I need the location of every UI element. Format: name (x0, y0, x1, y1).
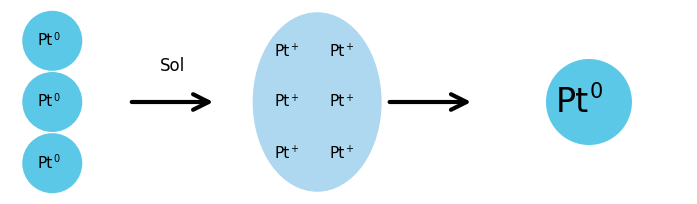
Text: +: + (290, 42, 298, 52)
Ellipse shape (252, 12, 382, 192)
Text: Pt: Pt (330, 94, 345, 110)
Text: Pt: Pt (37, 156, 52, 171)
Text: Pt: Pt (37, 94, 52, 110)
Ellipse shape (22, 72, 82, 132)
Text: +: + (290, 93, 298, 103)
Text: Pt: Pt (274, 43, 289, 59)
Text: Pt: Pt (274, 145, 289, 161)
Text: 0: 0 (53, 154, 59, 164)
Text: +: + (290, 144, 298, 154)
Ellipse shape (546, 59, 632, 145)
Ellipse shape (22, 133, 82, 193)
Text: 0: 0 (53, 32, 59, 42)
Text: 0: 0 (53, 93, 59, 103)
Text: +: + (346, 93, 353, 103)
Text: +: + (346, 144, 353, 154)
Text: Pt: Pt (274, 94, 289, 110)
Text: 0: 0 (590, 82, 603, 102)
Text: Pt: Pt (37, 33, 52, 48)
Text: Sol: Sol (160, 58, 185, 75)
Text: Pt: Pt (556, 85, 589, 119)
Text: Pt: Pt (330, 43, 345, 59)
Text: +: + (346, 42, 353, 52)
Ellipse shape (22, 11, 82, 71)
Text: Pt: Pt (330, 145, 345, 161)
